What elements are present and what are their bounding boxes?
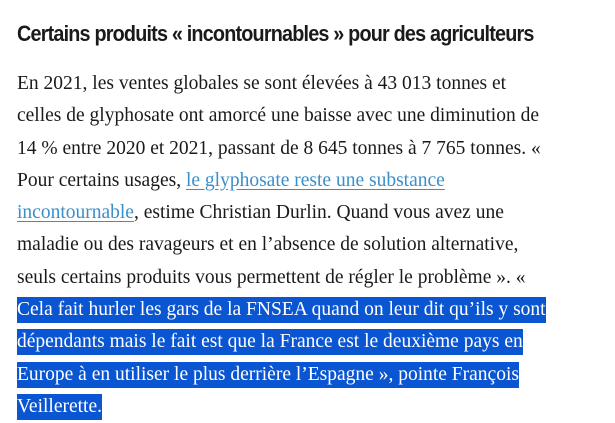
glyphosate-article-link[interactable]: le glyphosate reste une substance (185, 169, 445, 191)
article: Certains produits « incontournables » po… (17, 18, 615, 420)
paragraph-line-1: En 2021, les ventes globales se sont éle… (17, 73, 507, 94)
section-heading: Certains produits « incontournables » po… (17, 21, 534, 46)
paragraph-line-7: seuls certains produits vous permettent … (17, 266, 526, 288)
glyphosate-article-link-continued[interactable]: incontournable (17, 202, 134, 224)
paragraph-line-4: Pour certains usages, le glyphosate rest… (17, 165, 615, 197)
paragraph-line-6: maladie ou des ravageurs et en l’absence… (17, 234, 519, 256)
article-paragraph[interactable]: En 2021, les ventes globales se sont éle… (17, 68, 615, 423)
paragraph-text: , estime Christian Durlin. Quand vous av… (133, 202, 504, 224)
selected-text: Europe à en utiliser le plus derrière l’… (17, 361, 519, 388)
paragraph-line-3: 14 % entre 2020 et 2021, passant de 8 64… (17, 137, 541, 159)
paragraph-text: Pour certains usages, (17, 169, 186, 191)
paragraph-line-5: incontournable, estime Christian Durlin.… (17, 197, 615, 229)
selected-line-3: Europe à en utiliser le plus derrière l’… (17, 359, 615, 391)
selected-line-2: dépendants mais le fait est que la Franc… (17, 326, 615, 358)
selected-text: dépendants mais le fait est que la Franc… (17, 329, 523, 356)
selected-line-1: Cela fait hurler les gars de la FNSEA qu… (17, 294, 615, 326)
selected-text: Cela fait hurler les gars de la FNSEA qu… (17, 297, 546, 324)
paragraph-line-2: celles de glyphosate ont amorcé une bais… (17, 105, 539, 127)
